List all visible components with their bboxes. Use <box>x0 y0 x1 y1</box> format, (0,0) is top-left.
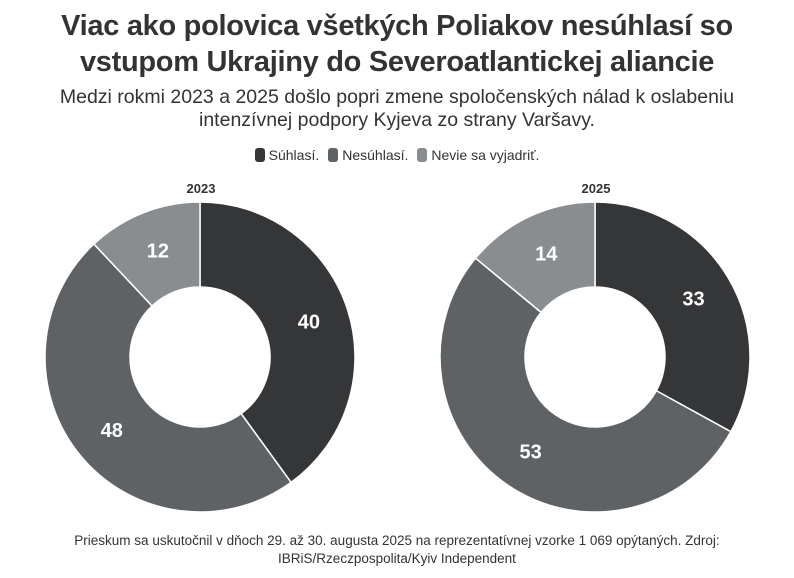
donut-slice-dont-know <box>474 201 596 314</box>
title-line-1: Viac ako polovica všetkých Poliakov nesú… <box>61 10 733 42</box>
slice-value-label: 53 <box>520 442 542 464</box>
donut-title-2025: 2025 <box>581 181 611 196</box>
slice-value-label: 40 <box>298 312 320 334</box>
legend-swatch-disagree <box>328 148 339 162</box>
slice-value-label: 48 <box>101 420 123 442</box>
legend-item-disagree: Nesúhlasí. <box>328 146 408 164</box>
chart-title: Viac ako polovica všetkých Poliakov nesú… <box>0 8 794 80</box>
donut-title-2023: 2023 <box>186 181 216 196</box>
donut-slice-disagree <box>439 257 732 513</box>
legend-label: Nesúhlasí. <box>342 147 409 163</box>
legend-label: Nevie sa vyjadriť. <box>431 147 540 163</box>
legend-label: Súhlasí. <box>268 147 320 163</box>
chart-subtitle: Medzi rokmi 2023 a 2025 došlo popri zmen… <box>0 86 794 132</box>
legend: Súhlasí. Nesúhlasí. Nevie sa vyjadriť. <box>0 146 794 164</box>
legend-swatch-dont-know <box>417 148 428 162</box>
legend-item-agree: Súhlasí. <box>254 146 320 164</box>
donut-slice-dont-know <box>92 201 201 308</box>
legend-item-dont-know: Nevie sa vyjadriť. <box>417 146 539 164</box>
footer-line-2: IBRiS/Rzeczpospolita/Kyiv Independent <box>278 551 516 566</box>
title-line-2: vstupom Ukrajiny do Severoatlantickej al… <box>79 46 715 78</box>
footer-line-1: Prieskum sa uskutočnil v dňoch 29. až 30… <box>74 533 720 548</box>
slice-value-label: 33 <box>682 289 704 311</box>
subtitle-line-2: intenzívnej podpory Kyjeva zo strany Var… <box>199 109 595 131</box>
donut-slice-agree <box>594 201 751 433</box>
slice-value-label: 14 <box>535 243 558 265</box>
legend-swatch-agree <box>254 148 265 162</box>
chart-footer: Prieskum sa uskutočnil v dňoch 29. až 30… <box>0 532 794 568</box>
donut-chart-2025: 33 53 14 <box>439 201 751 513</box>
donut-slice-disagree <box>44 242 293 513</box>
donut-slice-agree <box>199 201 356 484</box>
slice-value-label: 12 <box>147 241 169 263</box>
donut-chart-2023: 40 48 12 <box>44 201 356 513</box>
subtitle-line-1: Medzi rokmi 2023 a 2025 došlo popri zmen… <box>59 86 735 108</box>
